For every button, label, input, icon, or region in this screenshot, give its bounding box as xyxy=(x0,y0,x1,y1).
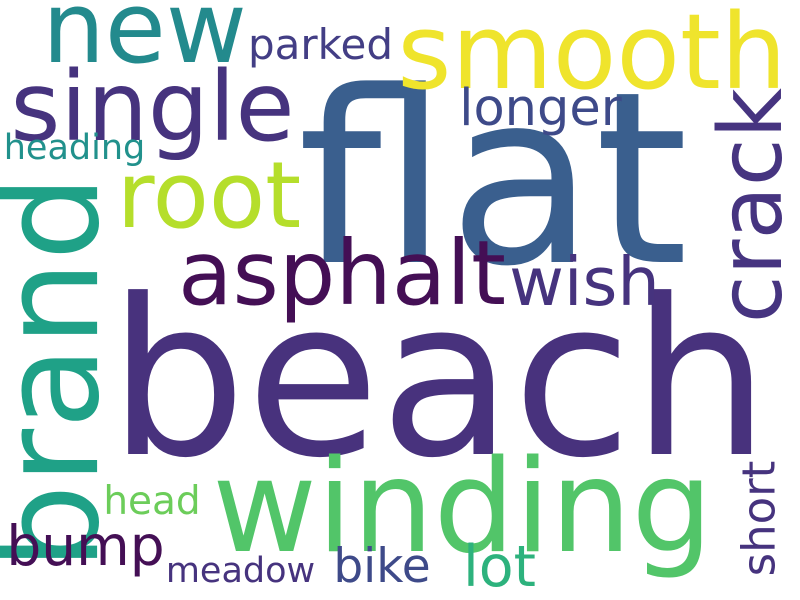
word-meadow: meadow xyxy=(165,550,316,591)
word-single: single xyxy=(10,50,295,163)
word-new: new xyxy=(42,0,247,86)
word-longer: longer xyxy=(459,78,622,138)
word-asphalt: asphalt xyxy=(178,220,506,325)
word-lot: lot xyxy=(462,534,537,600)
word-wish: wish xyxy=(509,243,660,321)
word-root: root xyxy=(116,142,302,249)
word-short: short xyxy=(732,460,785,576)
word-flat: flat xyxy=(297,40,689,319)
word-crack: crack xyxy=(700,87,800,323)
word-beach: beach xyxy=(108,253,770,506)
word-winding: winding xyxy=(212,432,713,582)
word-bump: bump xyxy=(6,514,165,578)
word-heading: heading xyxy=(3,128,146,168)
word-parked: parked xyxy=(248,20,393,69)
word-head: head xyxy=(103,479,201,524)
word-brand: brand xyxy=(0,174,129,570)
word-smooth: smooth xyxy=(397,0,787,113)
word-bike: bike xyxy=(333,538,431,594)
